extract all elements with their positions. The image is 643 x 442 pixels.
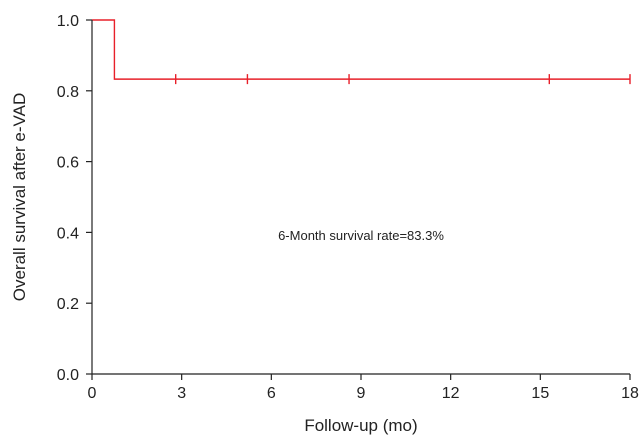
y-axis-label: Overall survival after e-VAD — [10, 93, 29, 301]
y-tick-label: 0.2 — [57, 296, 79, 313]
x-tick-label: 3 — [177, 385, 186, 402]
x-tick-label: 9 — [357, 385, 366, 402]
y-tick-label: 0.8 — [57, 84, 79, 101]
survival-rate-annotation: 6-Month survival rate=83.3% — [278, 228, 444, 243]
survival-curve — [92, 19, 630, 80]
x-axis-label: Follow-up (mo) — [304, 416, 417, 435]
x-tick-label: 18 — [621, 385, 639, 402]
x-tick-label: 6 — [267, 385, 276, 402]
x-tick-label: 0 — [88, 385, 97, 402]
x-tick-label: 15 — [531, 385, 549, 402]
y-tick-label: 0.6 — [57, 155, 79, 172]
y-tick-label: 0.4 — [57, 225, 79, 242]
x-tick-label: 12 — [442, 385, 460, 402]
y-tick-label: 0.0 — [57, 367, 79, 384]
y-tick-label: 1.0 — [57, 13, 79, 30]
